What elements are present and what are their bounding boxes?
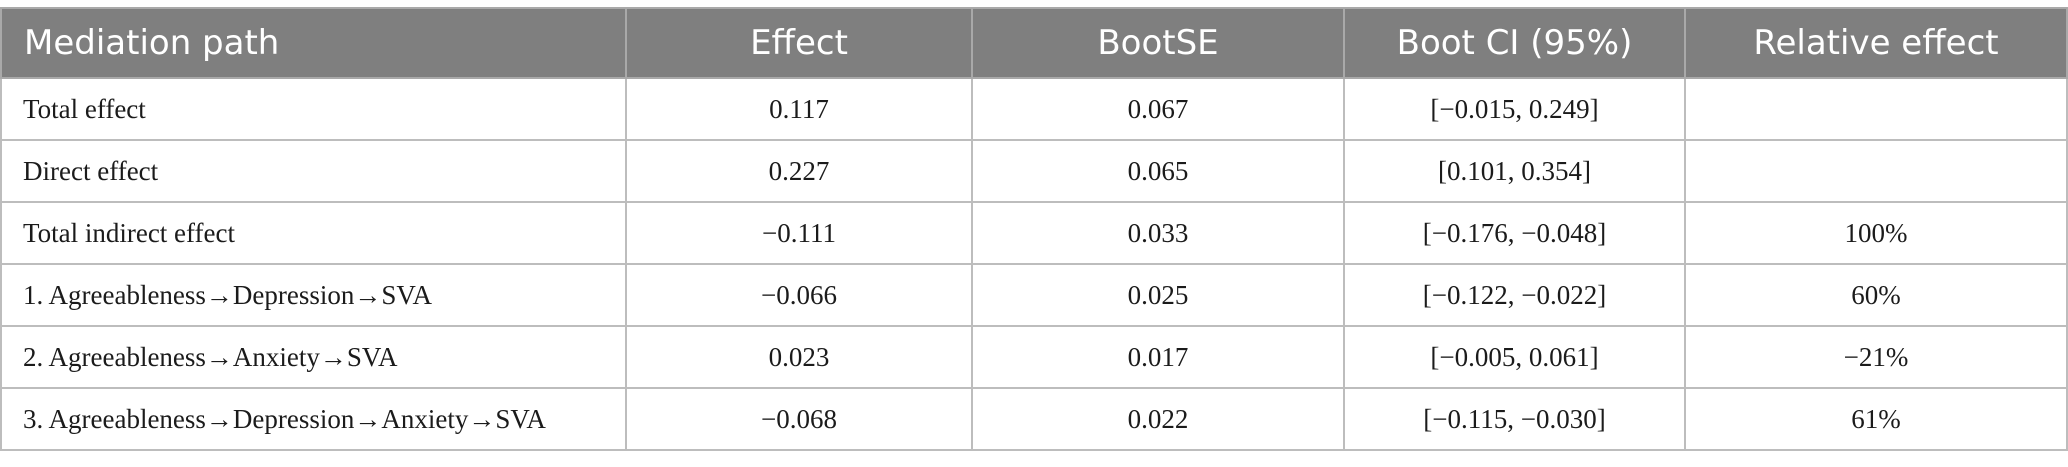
cell-effect: 0.227 <box>625 139 973 203</box>
cell-relative-effect: 60% <box>1684 263 2068 327</box>
cell-path: Total effect <box>0 77 627 141</box>
cell-bootse: 0.017 <box>971 325 1345 389</box>
header-relative-effect: Relative effect <box>1684 7 2068 79</box>
cell-path: Total indirect effect <box>0 201 627 265</box>
cell-path: 2. Agreeableness→Anxiety→SVA <box>0 325 627 389</box>
cell-boot-ci: [−0.176, −0.048] <box>1343 201 1686 265</box>
cell-effect: 0.117 <box>625 77 973 141</box>
cell-path: 1. Agreeableness→Depression→SVA <box>0 263 627 327</box>
table-row: 1. Agreeableness→Depression→SVA −0.066 0… <box>0 263 2068 327</box>
cell-relative-effect: 61% <box>1684 387 2068 451</box>
cell-relative-effect: −21% <box>1684 325 2068 389</box>
table-row: Total effect 0.117 0.067 [−0.015, 0.249] <box>0 77 2068 141</box>
table-row: 3. Agreeableness→Depression→Anxiety→SVA … <box>0 387 2068 451</box>
cell-relative-effect <box>1684 77 2068 141</box>
cell-bootse: 0.065 <box>971 139 1345 203</box>
cell-boot-ci: [−0.015, 0.249] <box>1343 77 1686 141</box>
header-boot-ci: Boot CI (95%) <box>1343 7 1686 79</box>
cell-relative-effect <box>1684 139 2068 203</box>
cell-boot-ci: [−0.115, −0.030] <box>1343 387 1686 451</box>
header-row: Mediation path Effect BootSE Boot CI (95… <box>0 7 2068 79</box>
cell-path: 3. Agreeableness→Depression→Anxiety→SVA <box>0 387 627 451</box>
table-body: Total effect 0.117 0.067 [−0.015, 0.249]… <box>0 77 2068 451</box>
cell-boot-ci: [−0.122, −0.022] <box>1343 263 1686 327</box>
cell-bootse: 0.025 <box>971 263 1345 327</box>
cell-bootse: 0.022 <box>971 387 1345 451</box>
cell-effect: −0.111 <box>625 201 973 265</box>
table-row: Total indirect effect −0.111 0.033 [−0.1… <box>0 201 2068 265</box>
cell-effect: −0.068 <box>625 387 973 451</box>
cell-boot-ci: [0.101, 0.354] <box>1343 139 1686 203</box>
table-header: Mediation path Effect BootSE Boot CI (95… <box>0 7 2068 79</box>
cell-relative-effect: 100% <box>1684 201 2068 265</box>
cell-path: Direct effect <box>0 139 627 203</box>
cell-bootse: 0.033 <box>971 201 1345 265</box>
cell-boot-ci: [−0.005, 0.061] <box>1343 325 1686 389</box>
header-effect: Effect <box>625 7 973 79</box>
mediation-table: Mediation path Effect BootSE Boot CI (95… <box>0 7 2068 451</box>
header-bootse: BootSE <box>971 7 1345 79</box>
cell-effect: 0.023 <box>625 325 973 389</box>
table-row: Direct effect 0.227 0.065 [0.101, 0.354] <box>0 139 2068 203</box>
cell-effect: −0.066 <box>625 263 973 327</box>
header-mediation-path: Mediation path <box>0 7 627 79</box>
cell-bootse: 0.067 <box>971 77 1345 141</box>
table-row: 2. Agreeableness→Anxiety→SVA 0.023 0.017… <box>0 325 2068 389</box>
